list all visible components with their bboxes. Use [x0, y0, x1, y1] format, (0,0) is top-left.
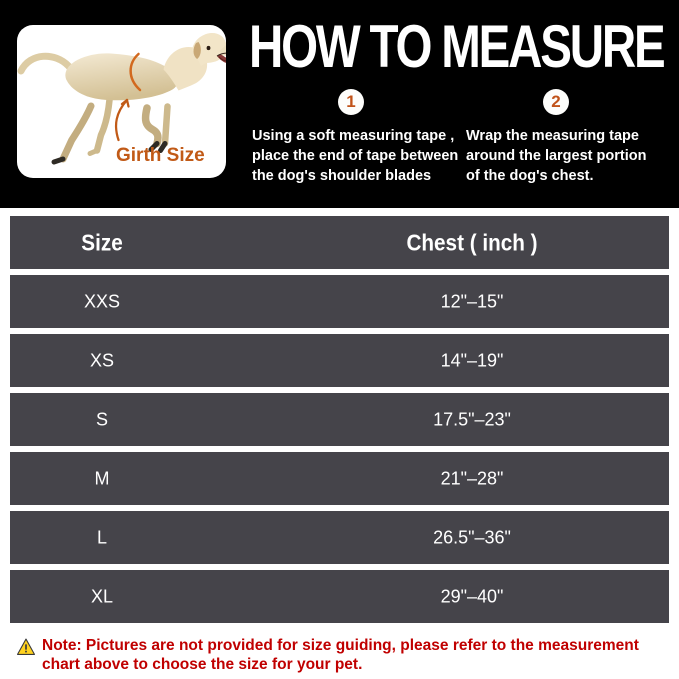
svg-text:Girth Size: Girth Size: [116, 145, 205, 166]
